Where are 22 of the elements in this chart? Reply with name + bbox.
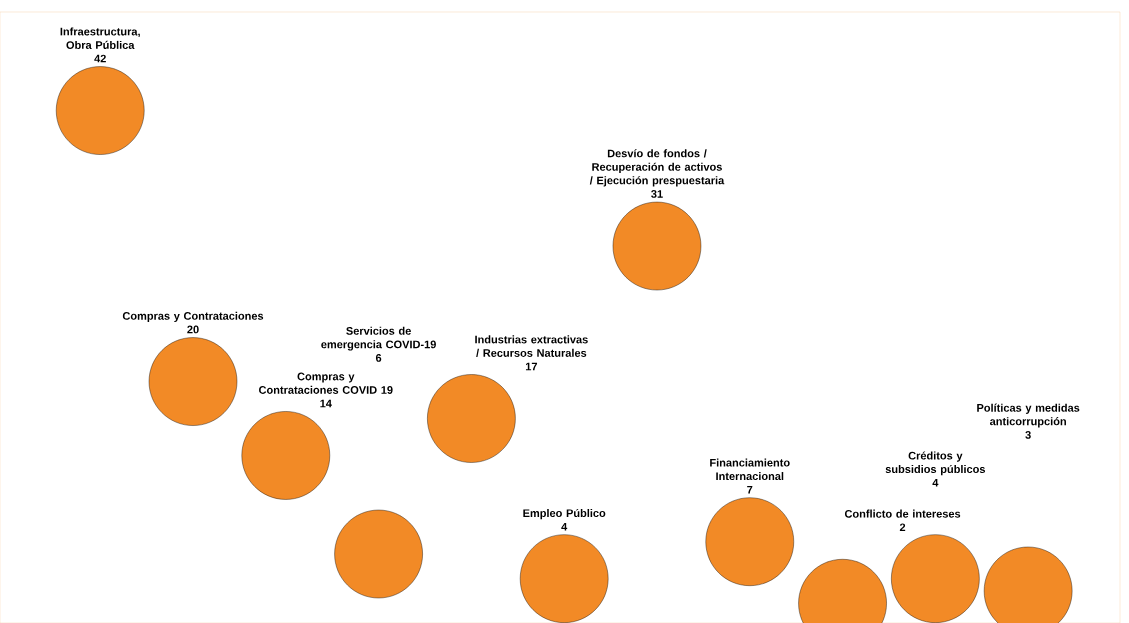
category-label: Compras y Contrataciones	[122, 311, 264, 323]
data-label: 17	[525, 362, 538, 371]
data-label: 42	[94, 54, 106, 63]
category-label: Compras y Contrataciones COVID 19	[259, 372, 393, 394]
category-label: Conflicto de intereses	[844, 509, 961, 518]
category-label: Desvío de fondos / Recuperación de activos / Ejecución prespuestaria	[589, 149, 725, 187]
data-label: 2	[899, 523, 906, 532]
category-label: Industrias extractivas / Recursos Naturales	[475, 335, 588, 358]
category-label: Políticas y medidas anticorrupción	[977, 403, 1080, 428]
data-label: 4	[932, 478, 939, 487]
data-label: 14	[320, 399, 332, 408]
category-label: Empleo Público	[523, 508, 606, 520]
data-label: 20	[187, 325, 199, 334]
data-label: 4	[561, 522, 568, 531]
category-label: Infraestructura, Obra Pública	[60, 27, 140, 49]
category-label: Créditos y subsidios públicos	[885, 451, 986, 476]
data-label: 3	[1025, 430, 1031, 439]
data-label: 7	[747, 485, 753, 494]
data-label: 31	[651, 190, 663, 198]
category-label: Financiamiento Internacional	[710, 458, 790, 481]
category-label: Servicios de emergencia COVID-19	[321, 326, 436, 351]
data-label: 6	[375, 354, 382, 362]
